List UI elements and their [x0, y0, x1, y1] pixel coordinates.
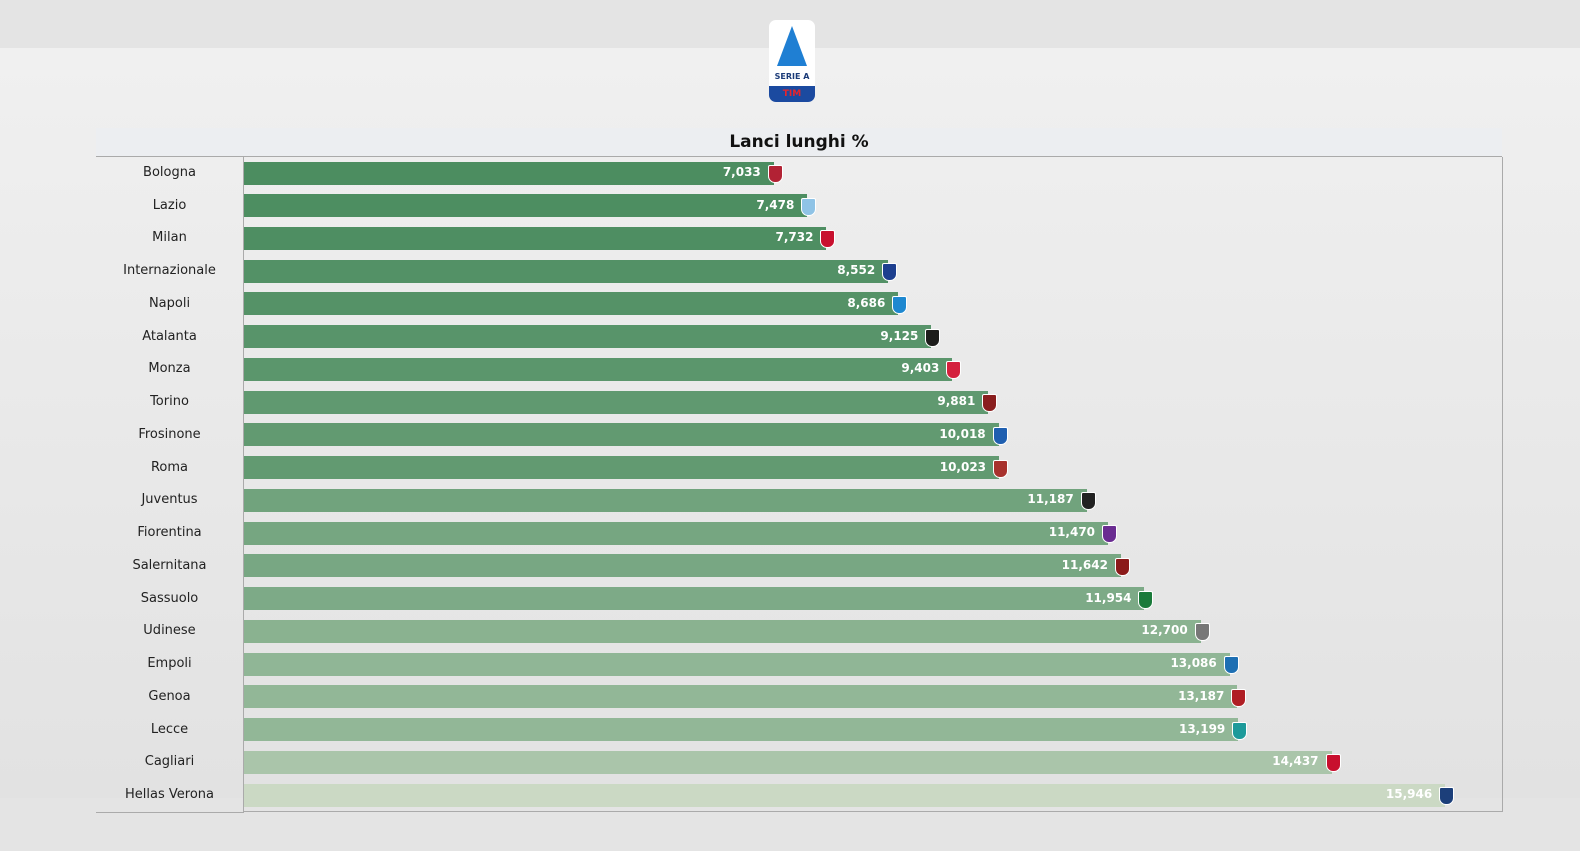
data-label: 7,732: [775, 230, 814, 245]
data-label: 11,470: [1048, 525, 1096, 540]
plot-area: 7,033 7,478 7,732 8,552 8,686 9,125 9,403 9,881…: [244, 157, 1503, 812]
team-crest-icon: [1138, 590, 1154, 609]
team-crest-icon: [925, 328, 941, 347]
data-label: 9,125: [880, 328, 919, 343]
team-crest-icon: [1231, 688, 1247, 707]
category-label: Hellas Verona: [125, 787, 214, 803]
category-label: Sassuolo: [140, 590, 199, 606]
category-label: Genoa: [148, 688, 191, 704]
team-crest-icon: [1223, 656, 1239, 675]
data-label: 12,700: [1141, 623, 1188, 638]
bar: [244, 292, 899, 316]
category-label: Fiorentina: [137, 525, 202, 541]
data-label: 10,023: [939, 459, 987, 474]
category-label: Bologna: [143, 165, 196, 180]
data-label: 15,946: [1385, 787, 1433, 802]
team-crest-icon: [820, 230, 836, 249]
bar: [244, 783, 1446, 807]
team-crest-icon: [946, 361, 962, 380]
bar: [244, 259, 889, 283]
logo-sponsor: TIM: [769, 86, 815, 102]
category-label: Juventus: [141, 492, 198, 508]
team-crest-icon: [1102, 525, 1118, 544]
logo-text: SERIE A: [774, 72, 810, 81]
category-label: Monza: [148, 361, 191, 377]
bar: [244, 587, 1145, 611]
bar: [244, 390, 989, 414]
team-crest-icon: [1325, 754, 1341, 773]
data-label: 9,881: [937, 394, 976, 409]
category-label: Udinese: [143, 623, 196, 639]
team-crest-icon: [801, 197, 817, 216]
team-crest-icon: [1439, 787, 1455, 806]
bar: [244, 750, 1332, 774]
bar: [244, 456, 1000, 480]
bar: [244, 226, 827, 250]
data-label: 11,954: [1085, 590, 1132, 605]
bar: [244, 554, 1121, 578]
data-label: 13,086: [1170, 656, 1217, 671]
category-label: Frosinone: [138, 426, 201, 442]
data-label: 8,552: [837, 263, 876, 278]
category-label: Empoli: [147, 656, 192, 672]
bar: [244, 423, 999, 447]
team-crest-icon: [993, 459, 1009, 478]
team-crest-icon: [1194, 623, 1210, 642]
category-label: Torino: [150, 394, 189, 410]
team-crest-icon: [1080, 492, 1096, 511]
data-label: 14,437: [1272, 754, 1319, 769]
category-label: Milan: [152, 230, 187, 246]
data-label: 10,018: [939, 426, 986, 441]
data-label: 8,686: [847, 295, 886, 310]
team-crest-icon: [1114, 557, 1130, 576]
bar: [244, 685, 1238, 709]
bar: [244, 652, 1230, 676]
team-crest-icon: [982, 394, 998, 413]
team-crest-icon: [892, 295, 908, 314]
category-axis: Bologna Lazio Milan Internazionale Napoli Ata…: [96, 157, 244, 813]
category-label: Cagliari: [144, 754, 195, 770]
bar: [244, 718, 1239, 742]
team-crest-icon: [882, 263, 898, 282]
category-label: Lazio: [152, 197, 187, 213]
serie-a-logo-mark: [777, 26, 807, 66]
bar: [244, 325, 932, 349]
data-label: 11,642: [1061, 557, 1108, 572]
serie-a-logo: SERIE A TIM: [769, 20, 815, 102]
category-label: Lecce: [150, 721, 189, 737]
bar: [244, 161, 774, 185]
team-crest-icon: [1232, 721, 1248, 740]
data-label: 7,478: [756, 197, 795, 212]
data-label: 11,187: [1027, 492, 1074, 507]
bar: [244, 194, 808, 218]
bar: [244, 521, 1109, 545]
bar: [244, 357, 953, 381]
team-crest-icon: [992, 426, 1008, 445]
bar: [244, 619, 1201, 643]
data-label: 9,403: [901, 361, 940, 376]
category-label: Roma: [150, 459, 189, 475]
category-label: Napoli: [148, 295, 191, 311]
category-label: Salernitana: [132, 557, 207, 573]
bar: [244, 488, 1087, 512]
data-label: 13,199: [1178, 721, 1226, 736]
chart-title-bar: Lanci lunghi %: [96, 128, 1502, 157]
team-crest-icon: [767, 165, 783, 183]
category-label: Atalanta: [142, 328, 197, 344]
category-label: Internazionale: [123, 263, 216, 279]
data-label: 13,187: [1178, 688, 1225, 703]
data-label: 7,033: [722, 165, 761, 179]
chart-title: Lanci lunghi %: [729, 132, 869, 152]
